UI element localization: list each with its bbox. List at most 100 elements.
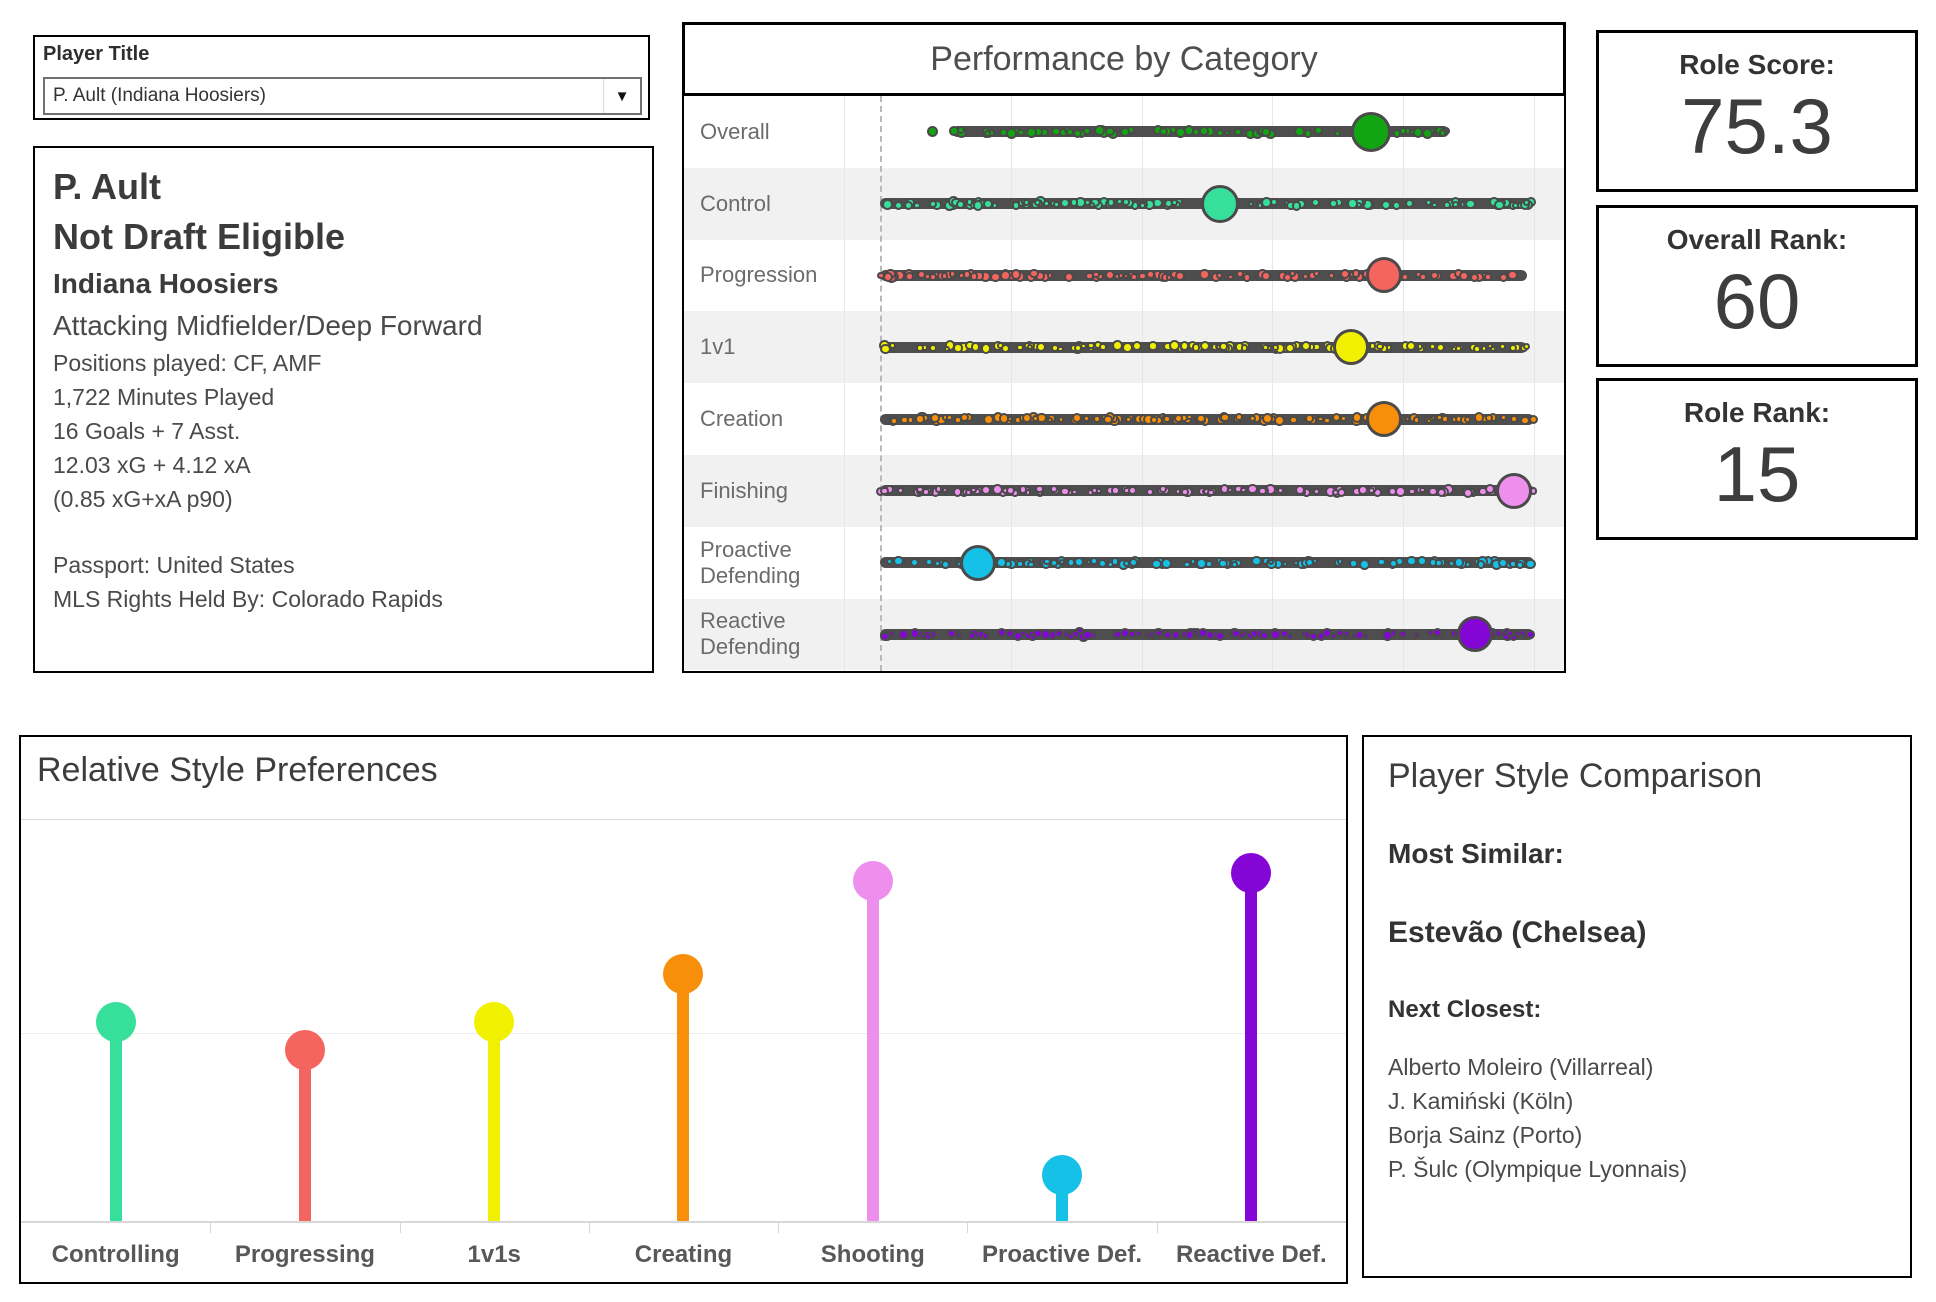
population-dot [1058, 559, 1065, 566]
population-dot [1339, 414, 1348, 423]
population-dot [1016, 343, 1024, 352]
outlier-dot [926, 126, 938, 138]
lollipop-stick-creating[interactable] [677, 973, 690, 1223]
highlight-dot-reactive-defending[interactable] [1457, 616, 1494, 653]
population-dot [1219, 342, 1228, 351]
population-dot [933, 560, 941, 568]
population-dot [1302, 272, 1309, 280]
highlight-dot-control[interactable] [1201, 184, 1240, 223]
population-dot [1509, 414, 1518, 423]
population-dot [1421, 127, 1433, 139]
population-dot [1074, 556, 1085, 568]
highlight-dot-creation[interactable] [1365, 401, 1402, 438]
dropdown-caret-button[interactable]: ▼ [603, 79, 640, 113]
population-dot [1303, 129, 1313, 138]
axis-tick [967, 1223, 969, 1233]
lollipop-ball-controlling[interactable] [95, 1002, 136, 1042]
population-dot [1258, 486, 1267, 495]
population-dot [1054, 629, 1064, 639]
population-dot [913, 201, 921, 210]
lollipop-reactive-def [1157, 821, 1346, 1223]
population-dot [1401, 272, 1410, 281]
lollipop-ball-1v1s[interactable] [474, 1002, 515, 1042]
population-dot [1231, 560, 1239, 568]
highlight-dot-finishing[interactable] [1496, 472, 1533, 509]
population-dot [1019, 485, 1028, 494]
population-dot [1336, 628, 1345, 638]
population-dot [1199, 269, 1210, 280]
population-dot [1200, 340, 1211, 351]
population-dot [1099, 343, 1107, 352]
lollipop-plot [21, 821, 1346, 1233]
player-goals-assists: 16 Goals + 7 Asst. [53, 418, 241, 444]
population-dot [1124, 415, 1132, 423]
population-dot [934, 485, 942, 493]
lollipop-ball-creating[interactable] [663, 953, 704, 994]
population-dot [947, 629, 956, 638]
population-dot [948, 270, 957, 278]
highlight-dot-overall[interactable] [1350, 111, 1391, 152]
population-dot [1207, 488, 1215, 496]
axis-label-creating: Creating [634, 1241, 733, 1268]
population-dot [1293, 125, 1305, 137]
population-dot [968, 631, 977, 641]
population-dot [1429, 343, 1436, 350]
population-dot [1291, 200, 1302, 211]
lollipop-controlling [21, 821, 210, 1223]
performance-row-finishing: Finishing [684, 454, 1564, 527]
lollipop-stick-1v1s[interactable] [488, 1022, 501, 1223]
row-plot [880, 599, 1535, 671]
population-dot [1259, 631, 1269, 641]
population-dot [1122, 342, 1133, 353]
vertical-gridline [1272, 96, 1274, 671]
population-dot [1196, 558, 1208, 570]
population-dot [1523, 199, 1531, 207]
player-role: Attacking Midfielder/Deep Forward [53, 310, 483, 341]
highlight-dot-1v1[interactable] [1332, 329, 1369, 366]
population-dot [1506, 630, 1514, 638]
population-dot [1093, 125, 1105, 136]
performance-row-proactive-defending: Proactive Defending [684, 526, 1564, 599]
population-dot [1119, 126, 1130, 137]
population-dot [1081, 629, 1093, 641]
player-select-dropdown[interactable]: P. Ault (Indiana Hoosiers) ▼ [43, 77, 642, 115]
population-dot [1413, 632, 1420, 639]
population-dot [1395, 486, 1406, 497]
population-dot [930, 413, 941, 423]
highlight-dot-progression[interactable] [1365, 257, 1402, 294]
population-dot [1269, 197, 1279, 207]
population-dot [1001, 344, 1011, 354]
lollipop-ball-reactive-def[interactable] [1231, 853, 1272, 894]
lollipop-stick-shooting[interactable] [866, 881, 879, 1223]
population-dot [1489, 345, 1496, 352]
population-dot [1158, 127, 1168, 137]
lollipop-ball-proactive-def[interactable] [1042, 1154, 1083, 1195]
population-dot [1382, 630, 1393, 642]
lollipop-stick-progressing[interactable] [298, 1050, 311, 1223]
population-dot [1367, 487, 1375, 495]
population-dot [1516, 560, 1525, 569]
population-dot [943, 345, 950, 353]
population-dot [1144, 632, 1151, 639]
population-dot [1413, 416, 1421, 424]
lollipop-ball-progressing[interactable] [284, 1030, 325, 1071]
population-dot [1462, 487, 1474, 498]
lollipop-stick-controlling[interactable] [109, 1022, 122, 1223]
population-dot [1234, 128, 1242, 136]
lollipop-stick-reactive-def[interactable] [1245, 873, 1258, 1223]
population-dot [970, 342, 981, 352]
highlight-dot-proactive-defending[interactable] [960, 544, 997, 581]
population-dot [1026, 127, 1038, 139]
population-dot [1053, 201, 1061, 208]
population-dot [1256, 202, 1264, 209]
next-closest-list: Alberto Moleiro (Villarreal) J. Kamiński… [1388, 1050, 1910, 1186]
population-dot [1520, 415, 1530, 426]
population-dot [1231, 628, 1241, 638]
population-dot [1130, 272, 1139, 281]
population-dot [1473, 411, 1485, 423]
population-dot [1507, 269, 1518, 280]
lollipop-ball-shooting[interactable] [852, 861, 893, 902]
population-dot [1526, 630, 1535, 640]
row-plot [880, 168, 1536, 240]
population-dot [1308, 631, 1318, 641]
